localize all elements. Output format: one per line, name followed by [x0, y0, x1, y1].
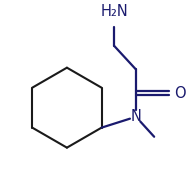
Text: O: O [174, 86, 186, 101]
Text: N: N [131, 109, 142, 124]
Text: H₂N: H₂N [100, 4, 128, 19]
